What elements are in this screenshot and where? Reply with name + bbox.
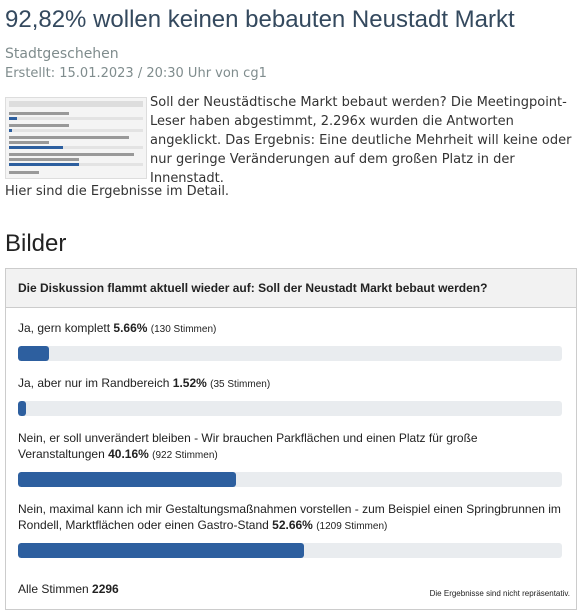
poll-option: Ja, aber nur im Randbereich 1.52% (35 St… — [6, 375, 576, 416]
poll-option: Ja, gern komplett 5.66% (130 Stimmen) — [6, 320, 576, 361]
option-percent: 52.66% — [272, 518, 313, 532]
detail: Hier sind die Ergebnisse im Detail. — [5, 184, 230, 199]
title: 92,82% wollen keinen bebauten Neustadt M… — [5, 6, 515, 33]
section-title: Bilder — [5, 230, 67, 257]
footnote: Die Ergebnisse sind nicht repräsentativ. — [429, 589, 570, 598]
option-percent: 40.16% — [108, 447, 149, 461]
option-percent: 5.66% — [113, 321, 148, 335]
bar-track — [18, 401, 562, 416]
option-votes: (1209 Stimmen) — [316, 521, 388, 532]
option-votes: (35 Stimmen) — [210, 379, 271, 390]
bar — [18, 401, 27, 416]
thumbnail[interactable] — [5, 97, 147, 179]
poll-option: Nein, maximal kann ich mir Gestaltungsma… — [6, 501, 576, 558]
bar — [18, 543, 305, 558]
poll-option: Nein, er soll unverändert bleiben - Wir … — [6, 430, 576, 487]
bar — [18, 472, 237, 487]
bar-track — [18, 472, 562, 487]
option-label: Ja, aber nur im Randbereich — [18, 376, 170, 390]
bar-track — [18, 543, 562, 558]
bar — [18, 346, 49, 361]
total-label: Alle Stimmen — [18, 582, 89, 596]
poll-question: Die Diskussion flammt aktuell wieder auf… — [6, 269, 576, 308]
option-label: Nein, er soll unverändert bleiben - Wir … — [18, 431, 478, 461]
intro: Soll der Neustädtische Markt bebaut werd… — [150, 95, 572, 186]
option-votes: (130 Stimmen) — [150, 324, 217, 335]
option-percent: 1.52% — [172, 376, 207, 390]
option-votes: (922 Stimmen) — [152, 450, 218, 461]
option-label: Nein, maximal kann ich mir Gestaltungsma… — [18, 502, 561, 532]
bar-track — [18, 346, 562, 361]
total-value: 2296 — [92, 582, 119, 596]
poll: Die Diskussion flammt aktuell wieder auf… — [5, 268, 577, 610]
category[interactable]: Stadtgeschehen — [5, 46, 119, 62]
total: Alle Stimmen 2296 — [18, 582, 119, 596]
meta: Erstellt: 15.01.2023 / 20:30 Uhr von cg1 — [5, 66, 267, 81]
option-label: Ja, gern komplett — [18, 321, 111, 335]
poll-options: Ja, gern komplett 5.66% (130 Stimmen) Ja,… — [6, 320, 576, 558]
